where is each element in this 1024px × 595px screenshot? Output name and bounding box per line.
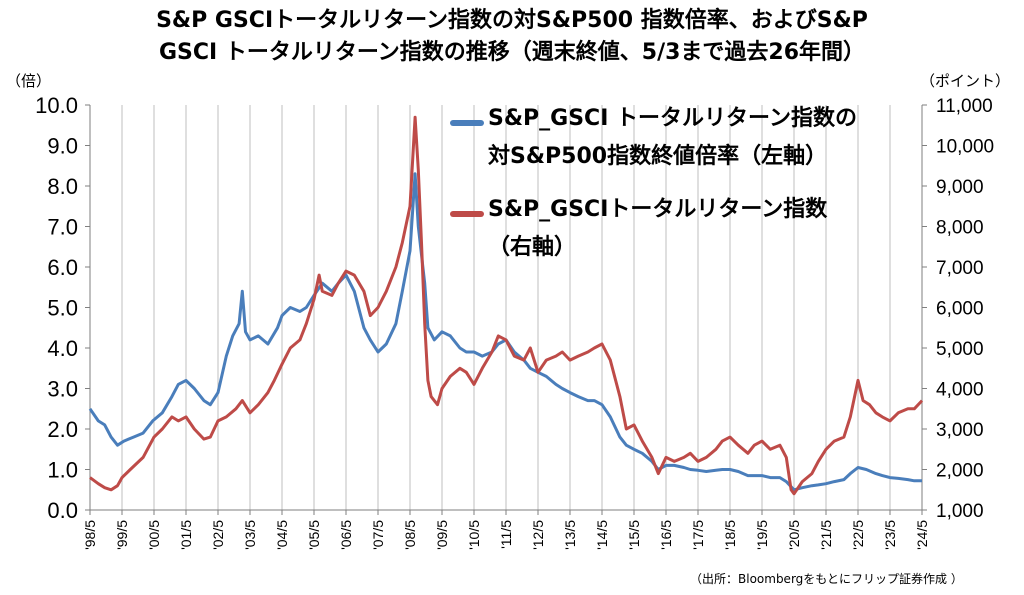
y-right-tick-label: 2,000: [936, 461, 984, 482]
x-tick-label: '16/5: [658, 520, 674, 550]
y-right-tick-label: 7,000: [936, 258, 984, 279]
series-line-index: [89, 115, 924, 496]
y-left-tick-label: 10.0: [35, 93, 78, 118]
y-right-tick-label: 4,000: [936, 380, 984, 401]
x-tick-label: '15/5: [626, 520, 642, 550]
right-axis-unit: （ポイント）: [919, 72, 1010, 90]
x-tick-label: '08/5: [402, 520, 418, 550]
x-tick-label: '07/5: [370, 520, 386, 550]
y-right-tick-label: 6,000: [936, 299, 984, 320]
legend-label-ratio-line2: 対S&P500指数終値倍率（左軸）: [488, 144, 828, 169]
legend-label-index-line2: （右軸）: [488, 235, 577, 260]
x-tick-label: '09/5: [434, 520, 450, 550]
x-tick-label: '04/5: [274, 520, 290, 550]
y-right-tick-label: 3,000: [936, 420, 984, 441]
x-tick-label: '12/5: [530, 520, 546, 550]
left-axis-unit: （倍）: [6, 72, 52, 90]
y-right-tick-label: 8,000: [936, 218, 984, 239]
x-tick-label: '20/5: [786, 520, 802, 550]
x-tick-label: '22/5: [850, 520, 866, 550]
x-tick-label: '14/5: [594, 520, 610, 550]
legend-swatch-index: [450, 211, 484, 217]
source-note: （出所：Bloombergをもとにフリップ証券作成 ）: [690, 572, 963, 586]
y-left-tick-label: 1.0: [47, 458, 78, 483]
x-tick-label: '17/5: [690, 520, 706, 550]
x-tick-label: '21/5: [818, 520, 834, 550]
legend-label-index-line1: S&P_GSCIトータルリターン指数: [488, 197, 828, 222]
y-left-tick-label: 8.0: [47, 174, 78, 199]
x-tick-label: '24/5: [914, 520, 930, 550]
x-tick-label: '10/5: [466, 520, 482, 550]
y-left-tick-label: 4.0: [47, 336, 78, 361]
x-tick-label: '00/5: [146, 520, 162, 550]
y-right-tick-label: 10,000: [936, 137, 994, 158]
x-tick-label: '11/5: [498, 520, 514, 549]
y-right-tick-label: 5,000: [936, 339, 984, 360]
y-left-tick-label: 7.0: [47, 215, 78, 240]
chart-title-line1: S&P GSCIトータルリターン指数の対S&P500 指数倍率、およびS&P: [156, 8, 868, 33]
y-right-tick-label: 9,000: [936, 177, 984, 198]
y-right-tick-label: 1,000: [936, 501, 984, 522]
y-left-tick-label: 6.0: [47, 255, 78, 280]
x-tick-label: '05/5: [306, 520, 322, 550]
x-tick-label: '01/5: [178, 520, 194, 550]
y-left-tick-label: 0.0: [47, 498, 78, 523]
x-tick-label: '06/5: [338, 520, 354, 550]
x-tick-label: '98/5: [82, 520, 98, 550]
y-left-tick-label: 9.0: [47, 134, 78, 159]
y-left-tick-label: 3.0: [47, 377, 78, 402]
x-tick-label: '02/5: [210, 520, 226, 550]
y-right-tick-label: 11,000: [936, 96, 993, 117]
x-tick-label: '18/5: [722, 520, 738, 550]
legend-swatch-ratio: [450, 120, 484, 126]
x-tick-label: '23/5: [882, 520, 898, 550]
x-tick-label: '13/5: [562, 520, 578, 550]
y-left-tick-label: 5.0: [47, 296, 78, 321]
x-tick-label: '99/5: [114, 520, 130, 550]
x-tick-label: '19/5: [754, 520, 770, 550]
x-tick-label: '03/5: [242, 520, 258, 550]
chart-title-line2: GSCI トータルリターン指数の推移（週末終値、5/3まで過去26年間）: [158, 40, 866, 65]
y-left-tick-label: 2.0: [47, 417, 78, 442]
legend-label-ratio-line1: S&P_GSCI トータルリターン指数の: [488, 106, 857, 131]
